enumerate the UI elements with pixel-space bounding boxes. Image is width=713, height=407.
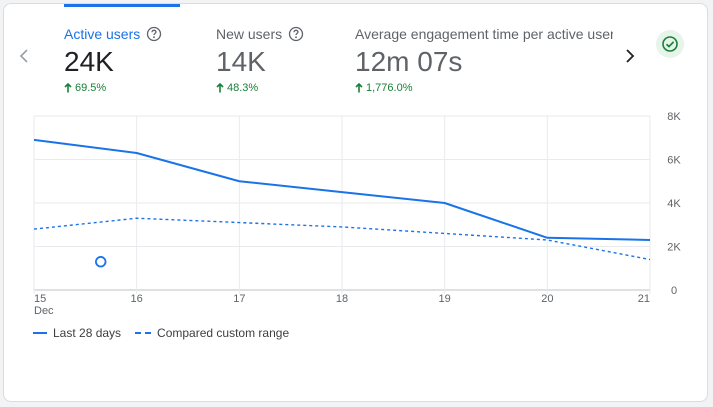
series-line-last-28-days <box>33 138 651 241</box>
metric-title-new-users: New users <box>216 26 283 42</box>
y-tick-label: 6K <box>667 155 681 167</box>
metric-value-active-users: 24K <box>64 46 114 77</box>
x-tick-label: 15 <box>34 293 46 305</box>
metric-value-new-users: 14K <box>216 46 266 77</box>
line-chart: 0 2K 4K 6K 8K 15 16 17 18 19 20 21 Dec <box>33 111 681 317</box>
arrow-up-icon <box>216 83 224 93</box>
tab-active-users[interactable]: Active users 24K 69.5% <box>64 4 180 108</box>
x-tick-label: 21 <box>638 293 650 305</box>
metric-change-avg-engagement: 1,776.0% <box>355 82 412 94</box>
x-tick-label: 16 <box>131 293 143 305</box>
x-tick-label: 19 <box>439 293 451 305</box>
chevron-left-icon[interactable] <box>12 44 36 68</box>
y-tick-label: 2K <box>667 242 681 254</box>
arrow-up-icon <box>64 83 72 93</box>
tab-new-users[interactable]: New users 14K 48.3% <box>216 4 334 108</box>
metric-change-value: 48.3% <box>227 82 259 94</box>
y-tick-label: 0 <box>671 285 677 297</box>
help-circle-icon[interactable] <box>146 26 162 42</box>
x-tick-sublabel: Dec <box>34 305 54 317</box>
arrow-up-icon <box>355 83 363 93</box>
legend-label: Compared custom range <box>157 326 290 340</box>
x-tick-label: 20 <box>541 293 553 305</box>
metric-title-avg-engagement: Average engagement time per active user <box>355 26 613 42</box>
tab-title: New users <box>216 26 304 42</box>
metric-change-value: 1,776.0% <box>366 82 413 94</box>
anomaly-marker <box>95 256 107 268</box>
x-tick-label: 17 <box>233 293 245 305</box>
legend-item-compared-range[interactable]: Compared custom range <box>135 326 289 340</box>
chevron-right-icon[interactable] <box>618 44 642 68</box>
series-line-compared <box>33 217 651 261</box>
y-tick-label: 4K <box>667 198 681 210</box>
help-circle-icon[interactable] <box>288 26 304 42</box>
tab-avg-engagement[interactable]: Average engagement time per active user … <box>355 4 613 108</box>
metric-change-active-users: 69.5% <box>64 82 106 94</box>
metric-change-value: 69.5% <box>75 82 107 94</box>
metric-change-new-users: 48.3% <box>216 82 258 94</box>
legend-swatch-dashed <box>135 332 152 334</box>
legend-item-last-28-days[interactable]: Last 28 days <box>33 326 121 340</box>
active-users-card: Active users 24K 69.5% New users 14K 48.… <box>3 3 708 402</box>
check-circle-icon[interactable] <box>656 30 684 58</box>
metric-value-avg-engagement: 12m 07s <box>355 46 463 77</box>
x-tick-label: 18 <box>336 293 348 305</box>
tab-title: Active users <box>64 26 162 42</box>
metric-title-active-users: Active users <box>64 26 141 42</box>
y-tick-label: 8K <box>667 111 681 123</box>
legend-swatch-solid <box>33 332 47 334</box>
tab-title: Average engagement time per active user <box>355 26 613 42</box>
chart-legend: Last 28 days Compared custom range <box>33 326 289 340</box>
legend-label: Last 28 days <box>53 326 122 340</box>
